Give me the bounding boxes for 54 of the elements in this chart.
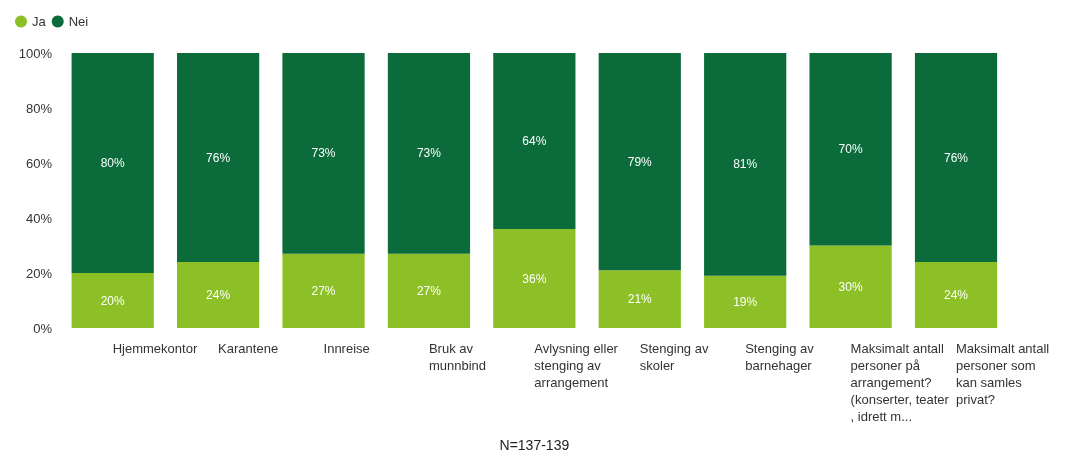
data-label: 79%: [627, 154, 653, 169]
bar: [493, 53, 576, 229]
bar: [809, 245, 892, 328]
legend-label: Nei: [68, 14, 89, 29]
x-tick-label: Karantene: [218, 341, 279, 356]
data-label: 64%: [522, 134, 547, 148]
data-label: 73%: [416, 146, 442, 161]
bar: [177, 53, 260, 262]
x-tick-label: Maksimalt antall personer som kan samles privat?: [956, 341, 1053, 407]
x-tick-label: Maksimalt antall personer på arrangement? (konserter, teater, idrett m...: [850, 341, 950, 424]
bar: [282, 53, 365, 254]
bar: [598, 53, 681, 271]
data-label: 36%: [522, 271, 547, 286]
x-axis-title: N=137-139: [499, 437, 570, 453]
bar: [809, 53, 892, 246]
bar: [71, 53, 154, 273]
bar: [598, 270, 681, 328]
x-tick-label: Stenging av skoler: [639, 341, 713, 373]
y-tick-label: 0%: [33, 320, 53, 336]
y-tick-label: 40%: [25, 210, 53, 226]
data-label: 24%: [944, 288, 969, 302]
legend-label: Ja: [32, 14, 47, 29]
y-tick-label: 100%: [18, 45, 53, 61]
bar: [914, 262, 998, 328]
data-label: 70%: [838, 142, 863, 157]
data-label: 76%: [206, 150, 231, 165]
x-tick-label: Innreise: [323, 341, 370, 356]
x-tick-label: Bruk av munnbind: [428, 341, 487, 373]
bar: [282, 253, 365, 328]
data-label: 20%: [100, 293, 126, 308]
data-label: 76%: [944, 150, 969, 165]
data-label: 27%: [416, 283, 442, 298]
bar: [704, 53, 787, 276]
bar: [387, 53, 471, 254]
bar: [704, 275, 787, 328]
data-label: 80%: [100, 156, 126, 170]
x-tick-label: Stenging av barnehager: [745, 341, 818, 373]
bar: [177, 262, 260, 328]
bar: [71, 273, 154, 328]
x-tick-label: Avlysning eller stenging av arrangement: [534, 341, 622, 390]
bar: [914, 53, 998, 262]
bar: [387, 253, 471, 328]
data-label: 81%: [733, 157, 758, 172]
y-tick-label: 20%: [25, 265, 53, 281]
y-tick-label: 60%: [25, 155, 53, 171]
data-label: 27%: [311, 283, 336, 298]
data-label: 21%: [627, 292, 653, 307]
bar: [493, 229, 576, 328]
data-label: 30%: [838, 279, 863, 294]
data-label: 19%: [733, 294, 758, 309]
y-tick-label: 80%: [25, 100, 53, 116]
data-label: 73%: [311, 146, 336, 161]
x-tick-label: Hjemmekontor: [112, 341, 198, 356]
data-label: 24%: [206, 288, 231, 302]
